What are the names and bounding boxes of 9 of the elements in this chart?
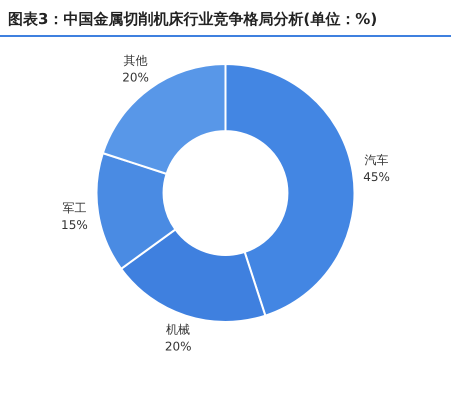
chart-title: 图表3：中国金属切削机床行业竞争格局分析(单位：%) [0,0,451,37]
slice-label: 其他 [124,53,148,68]
data-label: 20% [122,70,149,84]
data-label: 20% [164,340,192,354]
data-label: 45% [363,170,390,184]
data-label: 15% [61,218,88,232]
slice-label: 机械 [166,322,190,337]
slice-label: 汽车 [364,153,389,168]
slice-label: 军工 [62,201,86,216]
